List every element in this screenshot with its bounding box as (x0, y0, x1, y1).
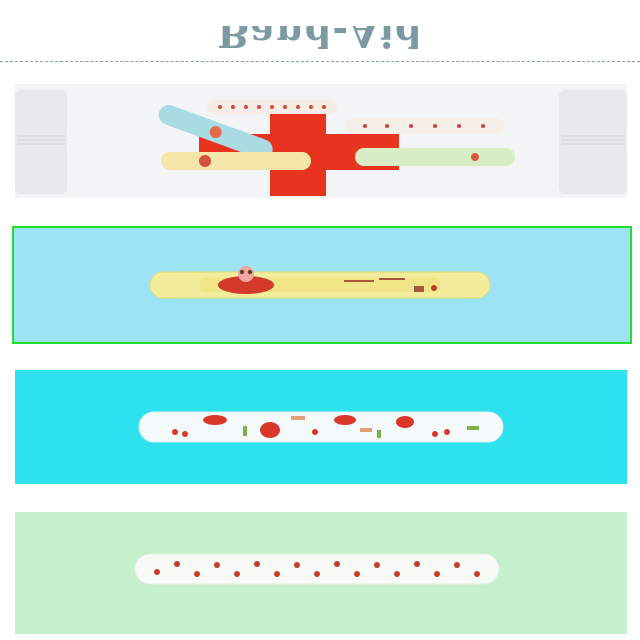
cherry-bandage-image (15, 512, 627, 634)
strawberry-bandage-image (15, 370, 627, 484)
hero-image-card[interactable] (15, 84, 627, 198)
yellow-bandage-image (14, 228, 630, 342)
bandage-card-strawberry[interactable] (15, 370, 627, 484)
bandage-card-yellow[interactable] (12, 226, 632, 344)
title-area: Band-Aid (0, 0, 640, 60)
title-mask (0, 0, 640, 26)
dashed-divider (0, 61, 640, 62)
first-aid-kit-image (15, 84, 627, 198)
bandage-card-cherry[interactable] (15, 512, 627, 634)
